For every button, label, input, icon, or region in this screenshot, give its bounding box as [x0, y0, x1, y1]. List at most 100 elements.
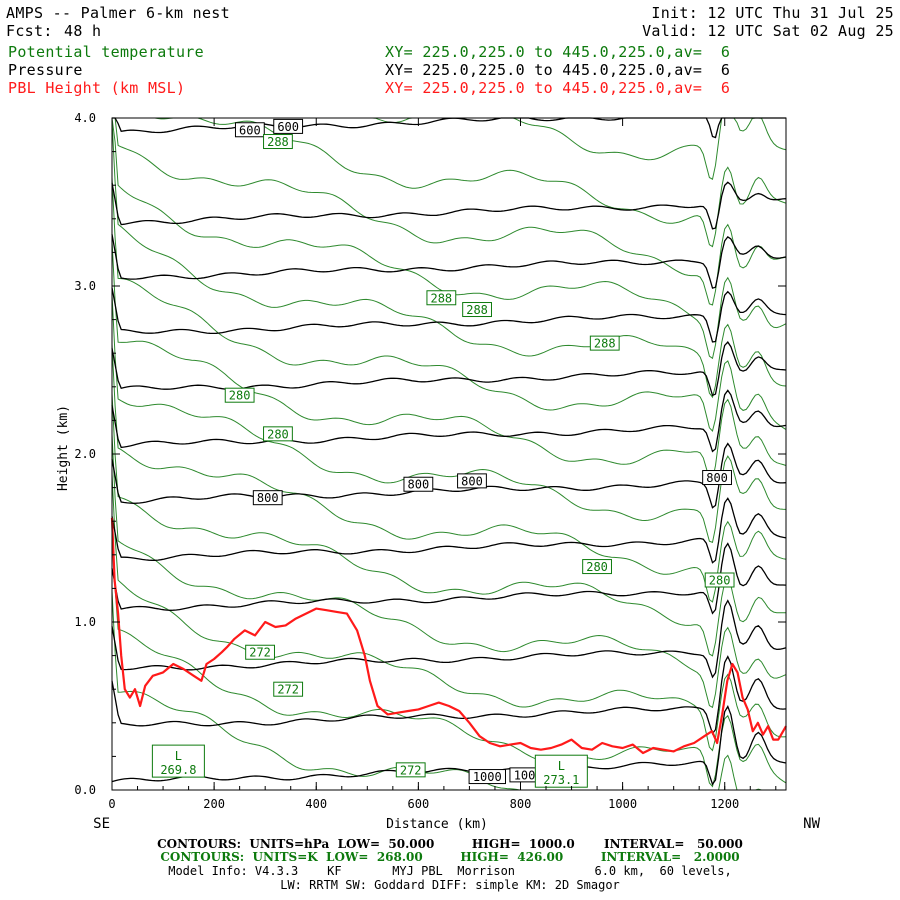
pressure-contour-line	[111, 287, 787, 343]
y-tick-label: 1.0	[74, 615, 96, 629]
theta-contour-label: 280	[267, 427, 289, 441]
pressure-contour-label: 800	[408, 478, 430, 492]
theta-contour-line	[111, 591, 786, 791]
field-theta-name: Potential temperature	[8, 43, 204, 61]
pressure-contour-label: 800	[461, 474, 483, 488]
pressure-contour-line	[111, 389, 787, 453]
theta-contour-label: 272	[400, 763, 422, 777]
field-pbl-name: PBL Height (km MSL)	[8, 79, 186, 97]
theta-contour-line	[111, 117, 787, 360]
x-axis-label: Distance (km)	[386, 817, 488, 832]
pressure-contour-line	[111, 599, 787, 679]
theta-low-marker-2-letter: L	[558, 759, 565, 773]
footer-theta-contours: CONTOURS: UNITS=K LOW= 268.00 HIGH= 426.…	[160, 850, 740, 864]
theta-contour-line	[111, 177, 787, 432]
x-tick-label: 800	[510, 797, 532, 811]
theta-contour-label-box	[582, 559, 612, 575]
theta-contour-label-box	[462, 302, 492, 318]
field-pbl-xy: XY= 225.0,225.0 to 445.0,225.0,av= 6	[385, 79, 731, 97]
pressure-contour-line	[111, 542, 787, 615]
theta-low-marker-value: 269.8	[160, 763, 196, 777]
chart-title: AMPS -- Palmer 6-km nest	[6, 4, 230, 22]
theta-contour-line	[111, 119, 787, 399]
pressure-contour-label-box	[234, 122, 265, 138]
field-theta-xy: XY= 225.0,225.0 to 445.0,225.0,av= 6	[385, 43, 731, 61]
theta-low-marker-2-value: 273.1	[543, 773, 579, 787]
forecast-label: Fcst:	[6, 22, 53, 40]
theta-contour-label-box	[245, 644, 275, 660]
x-tick-label: 200	[203, 797, 225, 811]
pressure-contour-label: 1000	[473, 770, 502, 784]
field-pressure-xy: XY= 225.0,225.0 to 445.0,225.0,av= 6	[385, 61, 731, 79]
pressure-contour-label: 800	[257, 491, 279, 505]
field-pressure-name: Pressure	[8, 61, 83, 79]
pbl-height-line	[110, 517, 787, 755]
theta-contour-line	[111, 474, 787, 752]
theta-contour-line	[112, 117, 787, 306]
theta-contour-label: 272	[249, 646, 271, 660]
pressure-contour-line	[112, 117, 786, 139]
pressure-contour-line	[111, 341, 787, 397]
x-tick-label: 1000	[608, 797, 637, 811]
theta-contour-line	[111, 393, 787, 657]
theta-contour-label-box	[704, 572, 735, 588]
pressure-contour-line	[111, 234, 787, 289]
theta-contour-label-box	[426, 290, 457, 306]
y-tick-label: 2.0	[74, 447, 96, 461]
y-tick-label: 0.0	[74, 783, 96, 797]
pressure-contours	[111, 117, 787, 786]
pressure-contour-label: 600	[277, 120, 299, 134]
x-tick-label: 1200	[710, 797, 739, 811]
pressure-contour-label-box	[468, 769, 506, 785]
y-tick-label: 3.0	[74, 279, 96, 293]
theta-contour-label: 288	[594, 337, 616, 351]
theta-contour-line	[112, 117, 787, 248]
pressure-contour-label: 800	[706, 471, 728, 485]
x-tick-label: 0	[108, 797, 115, 811]
pressure-contour-line	[111, 497, 787, 564]
pressure-contour-label-box	[403, 476, 434, 492]
theta-contour-label-box	[263, 134, 293, 150]
theta-low-marker-2-box	[534, 754, 588, 788]
footer-model-info: Model Info: V4.3.3 KF MYJ PBL Morrison 6…	[168, 864, 732, 878]
theta-contour-label: 280	[709, 574, 731, 588]
valid-time: Valid: 12 UTC Sat 02 Aug 25	[642, 22, 894, 40]
theta-contour-label-box	[224, 387, 255, 403]
footer-pressure-contours: CONTOURS: UNITS=hPa LOW= 50.000 HIGH= 10…	[157, 837, 743, 851]
theta-contours	[111, 117, 787, 791]
theta-contour-line	[111, 527, 787, 788]
y-axis-label: Height (km)	[56, 405, 71, 491]
theta-contour-line	[111, 239, 787, 481]
pressure-contour-line	[111, 705, 787, 786]
pressure-contour-label-box	[252, 490, 283, 506]
theta-contour-label: 280	[229, 389, 251, 403]
pressure-contour-label-box	[702, 470, 732, 486]
theta-contour-line	[111, 434, 787, 709]
pressure-contour-label-box	[273, 118, 304, 134]
plot-frame	[111, 117, 787, 791]
theta-contour-line	[111, 344, 787, 603]
pbl-series	[110, 517, 787, 755]
theta-contour-label-box	[263, 426, 293, 442]
theta-contour-label: 288	[267, 135, 289, 149]
pressure-contour-line	[111, 442, 787, 509]
footer-physics: LW: RRTM SW: Goddard DIFF: simple KM: 2D…	[280, 878, 620, 892]
theta-contour-label-box	[395, 762, 426, 778]
x-tick-label: 600	[408, 797, 430, 811]
axes: 0.0 1.0 2.0 3.0 4.0 0 200 400 600 800 1000 1200 Dist…	[56, 111, 821, 832]
theta-contour-line	[111, 293, 787, 543]
pressure-contour-label-box	[457, 473, 487, 489]
forecast-hours: 48 h	[64, 22, 102, 40]
x-tick-label: 400	[305, 797, 327, 811]
theta-contour-label: 288	[430, 291, 452, 305]
theta-contour-label: 288	[466, 303, 488, 317]
init-time: Init: 12 UTC Thu 31 Jul 25	[651, 4, 894, 22]
theta-contour-label-box	[589, 335, 620, 351]
theta-contour-label: 280	[586, 560, 608, 574]
pressure-contour-line	[111, 181, 787, 230]
theta-low-marker-letter: L	[175, 749, 182, 763]
x-right-end-label: NW	[803, 816, 820, 832]
pressure-contour-label: 600	[239, 123, 261, 137]
